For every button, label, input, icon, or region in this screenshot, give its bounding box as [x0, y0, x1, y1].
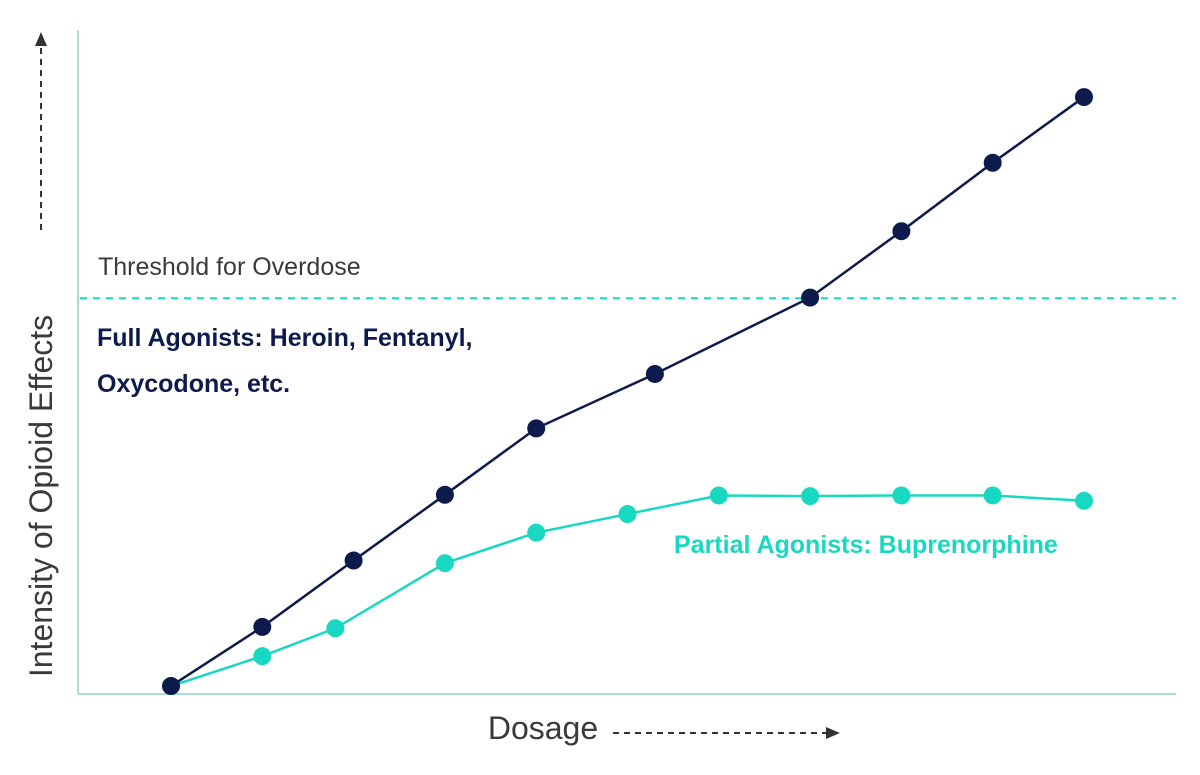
partial-agonists-point-11	[1075, 491, 1093, 510]
full-agonists-point-4	[435, 485, 454, 504]
y-axis-title: Intensity of Opioid Effects	[23, 315, 59, 677]
full-agonists-point-6	[645, 364, 664, 383]
threshold-label: Threshold for Overdose	[98, 253, 361, 281]
partial-agonists-point-3	[326, 619, 345, 638]
partial-agonists-point-6	[618, 505, 637, 524]
full-agonists-label-line-2: Oxycodone, etc.	[97, 370, 290, 398]
full-agonists-point-3	[344, 551, 363, 570]
full-agonists-point-2	[253, 617, 272, 636]
full-agonists-line	[170, 96, 1085, 688]
full-agonists-label-line-1: Full Agonists: Heroin, Fentanyl,	[97, 324, 472, 352]
x-axis-arrow-head	[826, 727, 840, 739]
partial-agonists-point-4	[435, 554, 454, 573]
partial-agonists-point-2	[253, 647, 272, 666]
partial-agonists-point-5	[527, 523, 546, 542]
partial-agonists-label: Partial Agonists: Buprenorphine	[674, 531, 1058, 559]
series-group	[162, 88, 1093, 696]
full-agonists-point-8	[892, 222, 911, 241]
full-agonists-point-9	[983, 153, 1002, 172]
partial-agonists-point-8	[801, 487, 820, 506]
x-axis-title: Dosage	[488, 710, 598, 746]
y-axis-arrow-head	[35, 32, 47, 46]
full-agonists-point-5	[527, 419, 546, 438]
partial-agonists-point-7	[709, 486, 728, 505]
full-agonists-point-7	[801, 288, 820, 307]
partial-agonists-point-10	[983, 486, 1002, 505]
full-agonists-point-10	[1075, 88, 1093, 107]
partial-agonists-line	[170, 494, 1085, 688]
full-agonists-point-1	[162, 677, 180, 696]
partial-agonists-point-9	[892, 486, 911, 505]
